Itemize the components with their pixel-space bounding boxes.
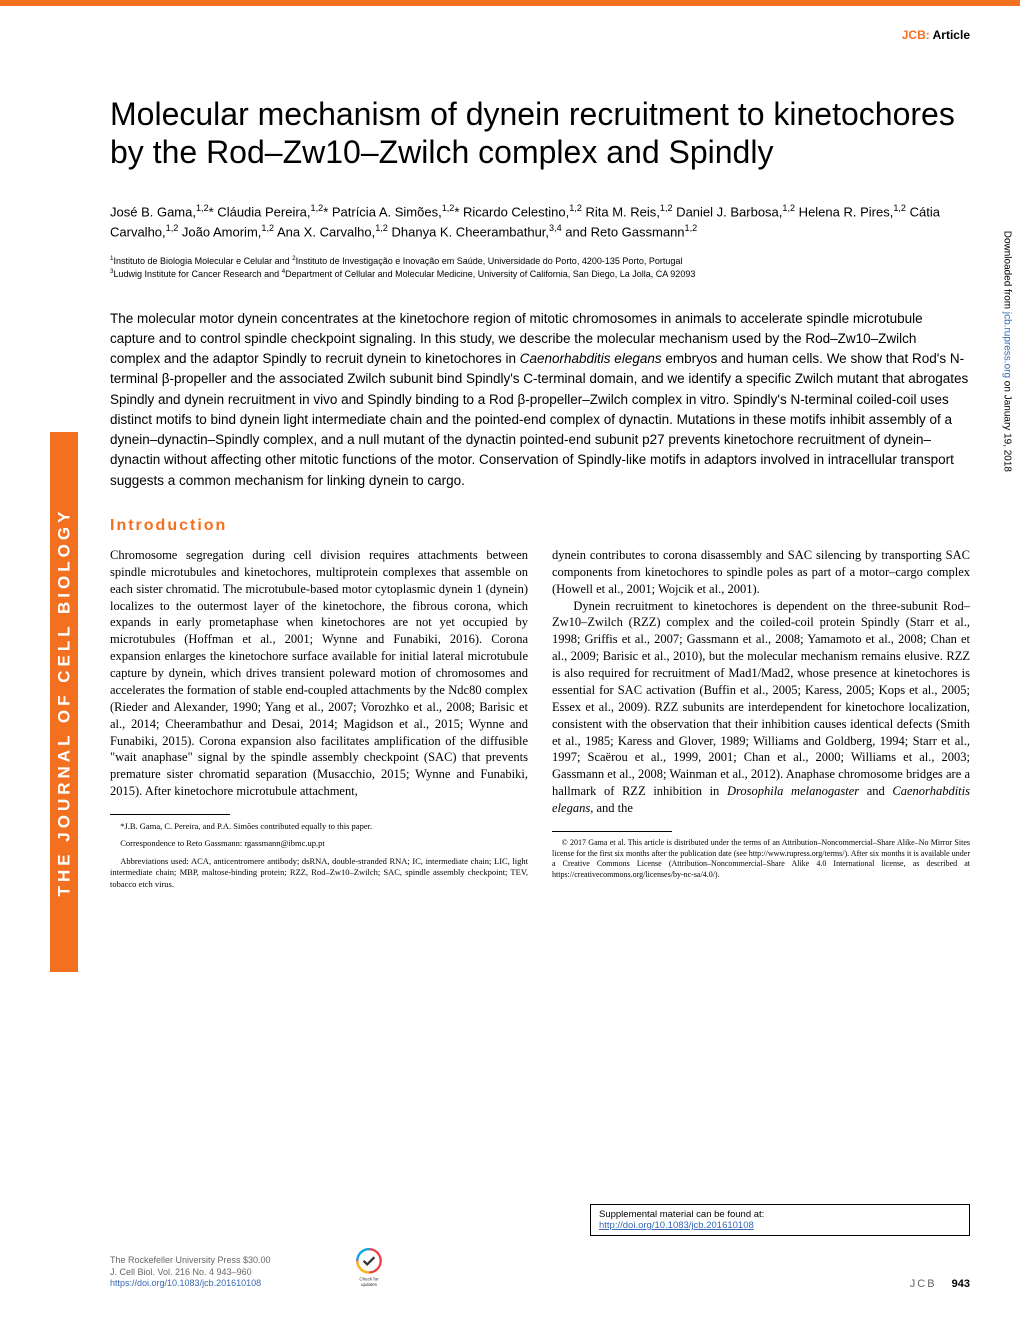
- footer-page-block: JCB 943: [910, 1278, 970, 1290]
- download-source-link[interactable]: jcb.rupress.org: [1001, 312, 1012, 378]
- article-type-text: Article: [933, 28, 970, 42]
- main-content: Molecular mechanism of dynein recruitmen…: [110, 95, 970, 896]
- affiliation-list: 1Instituto de Biologia Molecular e Celul…: [110, 255, 970, 280]
- supplemental-label: Supplemental material can be found at:: [599, 1209, 961, 1220]
- body-column-right: dynein contributes to corona disassembly…: [552, 547, 970, 896]
- copyright-license-text: © 2017 Gama et al. This article is distr…: [552, 838, 970, 881]
- article-type-label: JCB: Article: [902, 28, 970, 42]
- supplemental-box: Supplemental material can be found at: h…: [590, 1204, 970, 1236]
- download-suffix: on January 19, 2018: [1001, 378, 1012, 472]
- accent-top-bar: [0, 0, 1020, 6]
- footnote-correspondence: Correspondence to Reto Gassmann: rgassma…: [110, 838, 528, 849]
- page-number: 943: [952, 1278, 970, 1290]
- download-prefix: Downloaded from: [1001, 231, 1012, 312]
- body-two-columns: Chromosome segregation during cell divis…: [110, 547, 970, 896]
- footnotes-right: © 2017 Gama et al. This article is distr…: [552, 831, 970, 881]
- journal-sidebar: THE JOURNAL OF CELL BIOLOGY: [50, 432, 78, 972]
- body-column-left: Chromosome segregation during cell divis…: [110, 547, 528, 896]
- intro-paragraph-left: Chromosome segregation during cell divis…: [110, 547, 528, 800]
- journal-sidebar-text: THE JOURNAL OF CELL BIOLOGY: [54, 508, 74, 897]
- doi-link[interactable]: https://doi.org/10.1083/jcb.201610108: [110, 1278, 261, 1288]
- footer-jcb-label: JCB: [910, 1278, 937, 1290]
- footnote-contrib: *J.B. Gama, C. Pereira, and P.A. Simões …: [110, 821, 528, 832]
- supplemental-link[interactable]: http://doi.org/10.1083/jcb.201610108: [599, 1220, 754, 1231]
- svg-text:updates: updates: [361, 1282, 378, 1287]
- publisher-line: The Rockefeller University Press $30.00: [110, 1255, 271, 1267]
- journal-abbrev: JCB:: [902, 28, 930, 42]
- footer-citation-block: The Rockefeller University Press $30.00 …: [110, 1246, 387, 1290]
- svg-text:Check for: Check for: [359, 1277, 379, 1282]
- page-footer: Supplemental material can be found at: h…: [110, 1204, 970, 1290]
- footnotes-left: *J.B. Gama, C. Pereira, and P.A. Simões …: [110, 814, 528, 890]
- intro-paragraph-right: dynein contributes to corona disassembly…: [552, 547, 970, 817]
- abstract-text: The molecular motor dynein concentrates …: [110, 309, 970, 491]
- citation-line: J. Cell Biol. Vol. 216 No. 4 943–960: [110, 1267, 271, 1279]
- crossmark-icon[interactable]: Check for updates: [351, 1246, 387, 1290]
- download-info-strip: Downloaded from jcb.rupress.org on Janua…: [1001, 231, 1012, 472]
- article-title: Molecular mechanism of dynein recruitmen…: [110, 95, 970, 172]
- introduction-heading: Introduction: [110, 517, 970, 535]
- footnote-abbreviations: Abbreviations used: ACA, anticentromere …: [110, 856, 528, 890]
- author-list: José B. Gama,1,2* Cláudia Pereira,1,2* P…: [110, 202, 970, 242]
